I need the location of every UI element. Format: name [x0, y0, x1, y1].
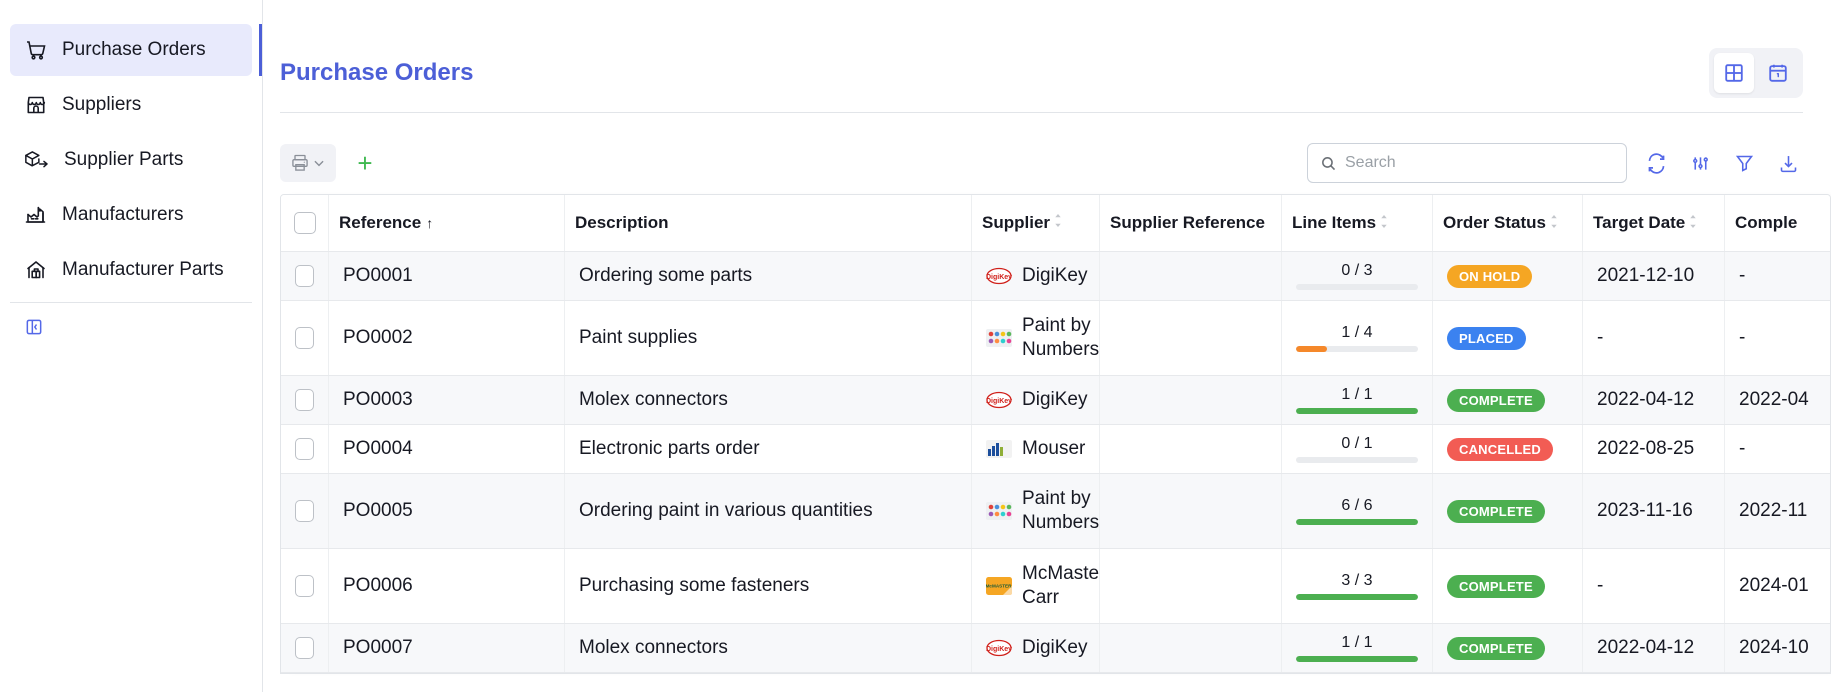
svg-text:DigiKey: DigiKey	[986, 646, 1012, 653]
svg-text:McMASTER: McMASTER	[986, 584, 1012, 589]
svg-text:DigiKey: DigiKey	[986, 274, 1012, 281]
svg-text:DigiKey: DigiKey	[986, 398, 1012, 405]
